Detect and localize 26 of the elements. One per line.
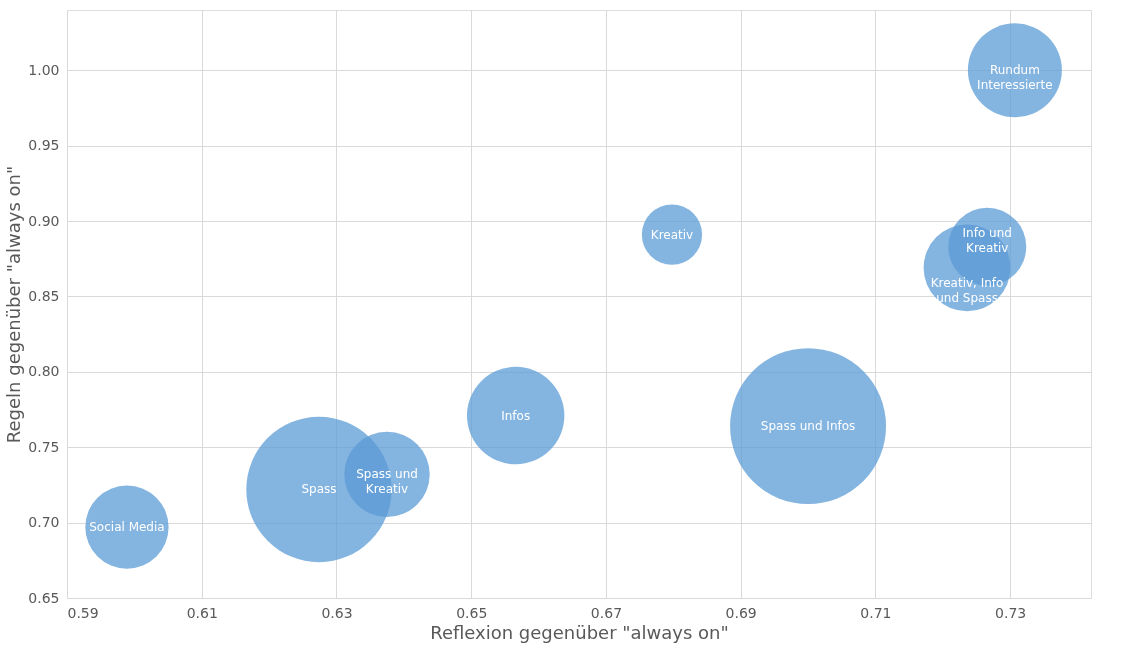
annotation: Spass und Infos [760, 419, 856, 434]
y-tick-label: 0.75 [28, 438, 60, 455]
y-axis-title: Regeln gegenüber "always on" [3, 165, 25, 444]
y-tick-label: 0.65 [28, 589, 60, 606]
x-tick-label: 0.59 [67, 604, 99, 621]
y-tick-label: 0.95 [28, 137, 60, 154]
annotation: Kreativ [650, 227, 694, 242]
annotation: Spass und Kreativ [356, 467, 418, 497]
annotation: Info und Kreativ [962, 226, 1012, 256]
annotation: Infos [501, 408, 531, 423]
annotation: Spass [301, 482, 337, 497]
y-tick-label: 0.90 [28, 212, 60, 229]
y-tick-label: 0.80 [28, 363, 60, 380]
y-tick-label: 0.85 [28, 287, 60, 304]
x-tick-label: 0.65 [456, 604, 488, 621]
x-tick-label: 0.73 [995, 604, 1027, 621]
y-tick-label: 0.70 [28, 514, 60, 531]
x-tick-label: 0.67 [590, 604, 623, 621]
x-tick-label: 0.69 [725, 604, 757, 621]
y-tick-label: 1.00 [28, 61, 60, 78]
x-tick-label: 0.71 [860, 604, 892, 621]
x-axis-title: Reflexion gegenüber "always on" [430, 621, 729, 643]
x-tick-label: 0.63 [321, 604, 353, 621]
annotation: Rundum Interessierte [977, 63, 1053, 93]
x-tick-label: 0.61 [186, 604, 218, 621]
annotation: Social Media [89, 520, 165, 535]
